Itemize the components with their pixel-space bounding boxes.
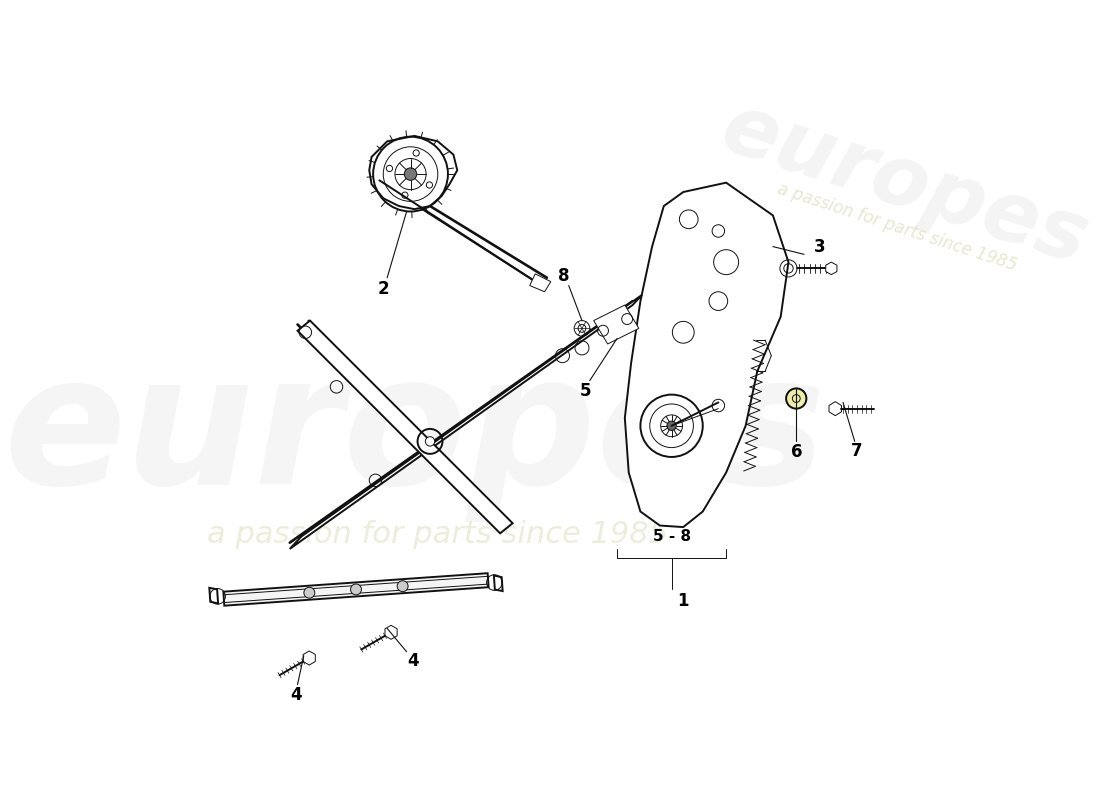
Text: 1: 1 xyxy=(678,592,689,610)
Text: 4: 4 xyxy=(290,686,301,704)
Text: 5 - 8: 5 - 8 xyxy=(652,530,691,544)
Text: 3: 3 xyxy=(814,238,825,255)
Circle shape xyxy=(426,437,434,446)
Text: 5: 5 xyxy=(580,382,592,400)
Circle shape xyxy=(304,587,315,598)
Text: 7: 7 xyxy=(851,442,862,460)
Polygon shape xyxy=(370,136,458,209)
Text: europes: europes xyxy=(3,346,826,522)
Text: a passion for parts since 1985: a passion for parts since 1985 xyxy=(776,180,1020,274)
Polygon shape xyxy=(829,402,842,416)
Polygon shape xyxy=(289,295,642,549)
Text: 6: 6 xyxy=(791,442,802,461)
Circle shape xyxy=(405,168,417,180)
Text: 2: 2 xyxy=(377,281,389,298)
Polygon shape xyxy=(223,574,488,606)
Polygon shape xyxy=(209,588,218,603)
Circle shape xyxy=(397,581,408,592)
Text: europes: europes xyxy=(712,87,1099,282)
Circle shape xyxy=(351,584,362,595)
Polygon shape xyxy=(530,274,551,292)
Polygon shape xyxy=(304,651,316,665)
Text: 8: 8 xyxy=(559,267,570,285)
Polygon shape xyxy=(625,182,789,527)
Circle shape xyxy=(786,388,806,409)
Polygon shape xyxy=(494,575,503,591)
Circle shape xyxy=(667,421,676,430)
Text: 4: 4 xyxy=(407,652,419,670)
Polygon shape xyxy=(594,305,639,344)
Polygon shape xyxy=(297,321,513,534)
Text: a passion for parts since 1985: a passion for parts since 1985 xyxy=(207,520,669,550)
Polygon shape xyxy=(385,626,397,639)
Polygon shape xyxy=(826,262,837,274)
